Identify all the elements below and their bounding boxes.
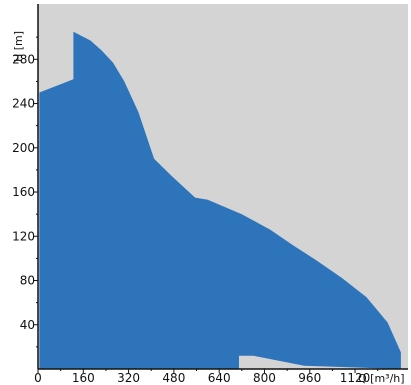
y-tick-label: 40: [20, 318, 35, 332]
y-tick-label: 80: [20, 274, 35, 288]
series-layer: [39, 31, 401, 369]
y-tick-label: 120: [12, 229, 35, 243]
ticks-layer: 0 160 320 480 640 800 960 1120 40 80 120 160 200 240 2…: [12, 36, 379, 385]
y-tick-label: 240: [12, 97, 35, 111]
x-tick-label: 160: [72, 371, 95, 385]
x-tick-label: 320: [117, 371, 140, 385]
y-axis-title: H [m]: [12, 31, 25, 62]
y-tick-label: 160: [12, 185, 35, 199]
x-tick-label: 0: [34, 371, 42, 385]
x-tick-label: 1120: [340, 371, 371, 385]
x-tick-label: 960: [298, 371, 321, 385]
x-tick-label: 480: [162, 371, 185, 385]
x-tick-label: 640: [208, 371, 231, 385]
operating-range-area-0: [39, 31, 401, 369]
x-tick-label: 800: [253, 371, 276, 385]
x-axis-title: Q [m³/h]: [358, 372, 405, 385]
y-tick-label: 280: [12, 52, 35, 66]
y-tick-label: 200: [12, 141, 35, 155]
